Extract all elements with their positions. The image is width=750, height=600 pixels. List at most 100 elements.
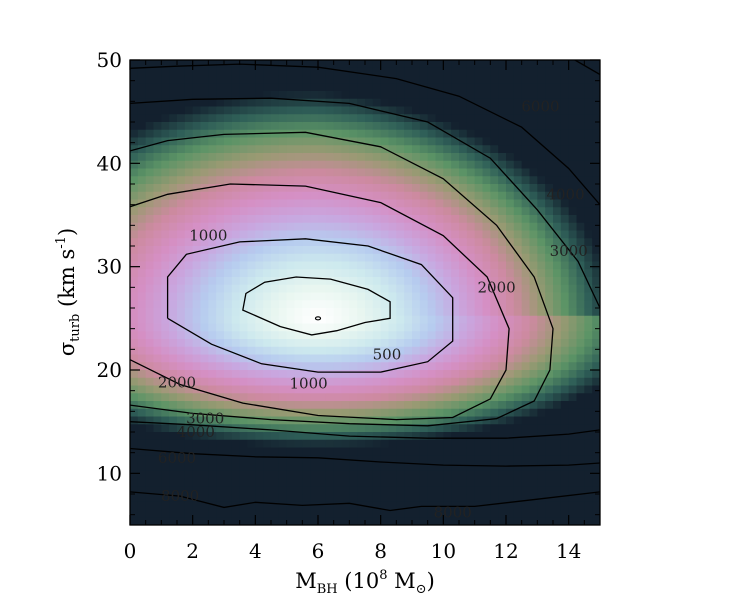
y-tick-label: 20 — [97, 358, 122, 382]
heat-cell — [161, 98, 170, 108]
heat-cell — [372, 455, 382, 464]
heat-cell — [161, 153, 170, 162]
heat-cell — [545, 393, 554, 402]
heat-cell — [310, 168, 319, 177]
heat-cell — [506, 501, 515, 511]
heat-cell — [506, 354, 515, 363]
heat-cell — [490, 153, 499, 162]
heat-cell — [568, 137, 578, 146]
heat-cell — [208, 509, 217, 518]
heat-cell — [482, 408, 491, 418]
heat-cell — [380, 106, 390, 115]
heat-cell — [263, 478, 272, 487]
heat-cell — [568, 439, 578, 449]
heat-cell — [506, 106, 515, 115]
heat-cell — [592, 184, 600, 193]
heat-cell — [145, 91, 155, 100]
heat-cell — [286, 160, 296, 170]
heat-cell — [568, 509, 578, 518]
heat-cell — [216, 277, 225, 286]
heat-cell — [404, 269, 413, 278]
heat-cell — [498, 67, 507, 77]
heat-cell — [294, 91, 303, 100]
heat-cell — [412, 509, 421, 518]
heat-cell — [177, 284, 186, 294]
heat-cell — [216, 75, 225, 84]
heat-cell — [302, 331, 311, 340]
heat-cell — [294, 432, 303, 441]
heat-cell — [247, 168, 256, 177]
heat-cell — [506, 253, 515, 263]
heat-cell — [435, 207, 444, 216]
heat-cell — [584, 284, 593, 294]
heat-cell — [161, 331, 170, 340]
heat-cell — [419, 106, 429, 115]
heat-cell — [451, 408, 460, 418]
heat-cell — [576, 191, 585, 201]
heat-cell — [177, 323, 186, 332]
heat-cell — [498, 292, 507, 301]
heat-cell — [137, 509, 147, 518]
heat-cell — [231, 106, 241, 115]
heat-cell — [239, 331, 249, 340]
heat-cell — [419, 339, 429, 348]
heat-cell — [513, 362, 523, 371]
heat-cell — [513, 222, 523, 232]
heat-cell — [451, 478, 460, 487]
heat-cell — [145, 83, 155, 92]
heat-cell — [192, 261, 202, 270]
heat-cell — [325, 416, 335, 425]
heat-cell — [294, 106, 303, 115]
heat-cell — [388, 230, 397, 239]
heat-cell — [153, 393, 162, 402]
heat-cell — [169, 362, 178, 371]
heat-cell — [153, 284, 162, 294]
heat-cell — [271, 238, 280, 247]
heat-cell — [521, 253, 531, 263]
heat-cell — [365, 331, 374, 340]
heat-cell — [388, 439, 397, 449]
heat-cell — [271, 470, 280, 480]
heat-cell — [506, 447, 515, 456]
heat-cell — [247, 261, 256, 270]
heat-cell — [498, 60, 507, 69]
heat-cell — [592, 354, 600, 363]
heat-cell — [294, 67, 303, 77]
heat-cell — [521, 494, 531, 503]
heat-cell — [239, 191, 249, 201]
heat-cell — [513, 207, 523, 216]
heat-cell — [529, 106, 538, 115]
heat-cell — [263, 67, 272, 77]
heat-cell — [302, 67, 311, 77]
heat-cell — [302, 207, 311, 216]
heat-cell — [553, 91, 562, 100]
heat-cell — [466, 432, 476, 441]
heat-cell — [333, 486, 343, 495]
heat-cell — [474, 122, 484, 131]
heat-cell — [380, 331, 390, 340]
heat-cell — [200, 238, 209, 247]
heat-cell — [412, 470, 421, 480]
heat-cell — [333, 517, 343, 525]
heat-cell — [263, 486, 272, 495]
heat-cell — [325, 432, 335, 441]
heat-cell — [341, 222, 350, 232]
heat-cell — [137, 455, 147, 464]
heat-cell — [592, 199, 600, 208]
heat-cell — [200, 284, 209, 294]
heat-cell — [474, 253, 484, 263]
heat-cell — [412, 60, 421, 69]
heat-cell — [263, 494, 272, 503]
heat-cell — [443, 106, 452, 115]
heat-cell — [239, 122, 249, 131]
heat-cell — [513, 176, 523, 185]
heat-cell — [357, 222, 366, 232]
heat-cell — [419, 393, 429, 402]
heat-cell — [239, 83, 249, 92]
heat-cell — [177, 455, 186, 464]
heat-cell — [537, 60, 546, 69]
heat-cell — [568, 385, 578, 394]
heat-cell — [137, 91, 147, 100]
heat-cell — [474, 153, 484, 162]
